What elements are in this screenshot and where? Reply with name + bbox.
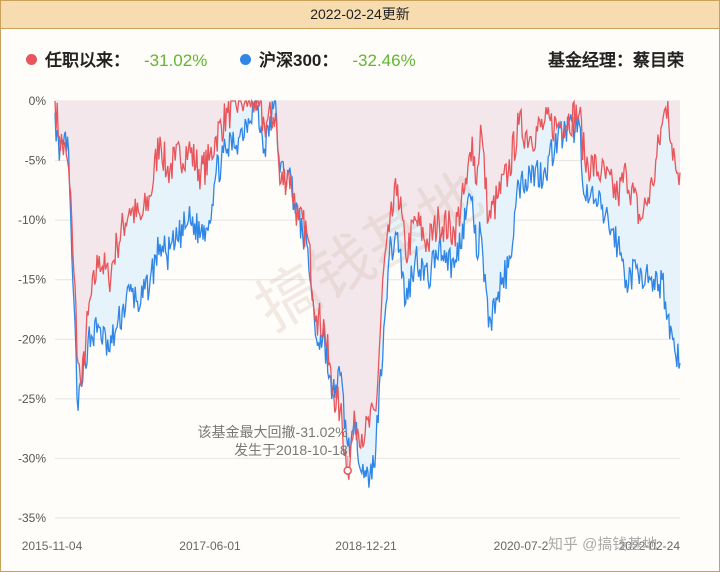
fund-area-fill (55, 101, 680, 480)
y-tick-label: -10% (18, 213, 46, 227)
y-tick-label: -30% (18, 451, 46, 465)
x-tick-label: 2018-12-21 (335, 539, 397, 553)
fund-manager-name: 蔡目荣 (633, 51, 684, 70)
legend-label-fund: 任职以来： (45, 51, 130, 70)
fund-manager-label: 基金经理： (548, 51, 633, 70)
update-date-label: 2022-02-24更新 (310, 6, 410, 22)
legend-dot-index (240, 54, 251, 65)
x-tick-label: 2017-06-01 (179, 539, 241, 553)
y-tick-label: -15% (18, 273, 46, 287)
y-tick-label: 0% (29, 94, 47, 108)
update-date-bar: 2022-02-24更新 (1, 1, 719, 29)
fund-manager: 基金经理：蔡目荣 (548, 46, 684, 71)
legend-dot-fund (26, 54, 37, 65)
legend-label-index: 沪深300： (259, 51, 339, 70)
y-tick-label: -20% (18, 332, 46, 346)
legend-value-index: -32.46% (352, 51, 416, 70)
y-tick-label: -5% (25, 154, 47, 168)
x-tick-label: 2020-07-2 (494, 539, 549, 553)
x-tick-label: 2015-11-04 (22, 539, 83, 553)
legend-item-fund: 任职以来： -31.02% (26, 46, 207, 71)
max-drawdown-annotation-line2: 发生于2018-10-18 (234, 442, 348, 458)
footer-brand: 知乎 @搞钱基地 (548, 536, 658, 553)
legend-value-fund: -31.02% (144, 51, 208, 70)
max-drawdown-annotation-line1: 该基金最大回撤-31.02% (198, 424, 348, 440)
max-drawdown-point (343, 466, 352, 475)
x-tick-label: 2022-02-24 (619, 539, 681, 553)
legend-item-index: 沪深300： -32.46% (240, 46, 416, 71)
y-tick-label: -25% (18, 392, 46, 406)
fund-series-line (54, 98, 681, 480)
y-tick-label: -35% (18, 511, 46, 525)
